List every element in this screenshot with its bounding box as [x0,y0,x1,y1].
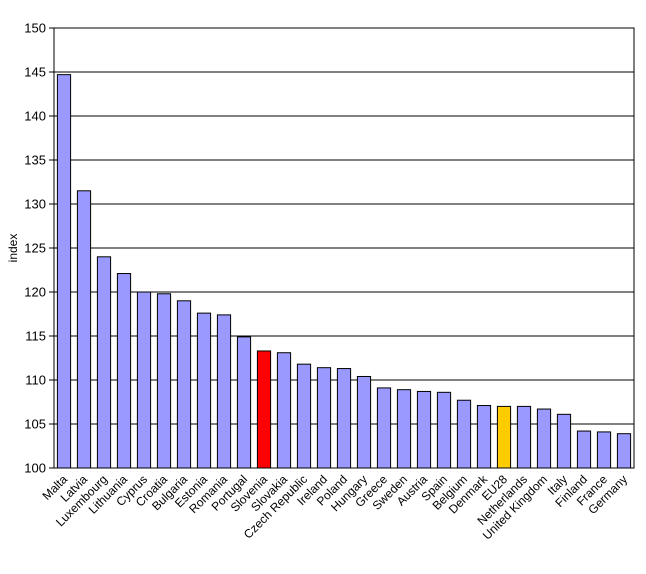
bar-romania [216,314,232,469]
bar-eu28 [496,405,512,469]
bars [56,74,632,469]
y-tick-label: 135 [24,153,46,168]
y-tick-label: 115 [25,329,46,344]
bar-portugal [236,336,252,469]
y-tick-label: 100 [24,461,46,476]
bar-bulgaria [176,300,192,469]
bar-austria [416,390,432,469]
y-tick-label: 150 [24,21,46,36]
x-axis-category-labels: MaltaLatviaLuxembourgLithuaniaCyprusCroa… [39,472,630,543]
bar-finland [576,430,592,469]
bar-italy [556,413,572,469]
bar-united-kingdom [536,408,552,469]
bar-croatia [156,293,172,469]
bar-greece [376,387,392,469]
bar-france [596,431,612,469]
bar-latvia [76,190,92,469]
y-tick-label: 105 [24,417,46,432]
bar-spain [436,391,452,469]
bar-hungary [356,375,372,469]
bar-estonia [196,312,212,469]
bar-belgium [456,399,472,469]
y-axis-title: index [6,234,20,263]
y-tick-label: 130 [24,197,46,212]
bar-lithuania [116,273,132,469]
bar-slovakia [276,352,292,469]
y-tick-label: 125 [24,241,46,256]
bar-malta [56,74,72,469]
y-tick-label: 145 [24,65,46,80]
y-tick-label: 110 [25,373,46,388]
y-tick-label: 120 [24,285,46,300]
y-axis-ticks: 100 105 110 115 120 125 130 135 140 145 150 [24,21,54,476]
y-tick-label: 140 [24,109,46,124]
bar-poland [336,368,352,469]
bar-czech-republic [296,363,312,469]
bar-germany [616,433,632,469]
bar-denmark [476,405,492,469]
bar-netherlands [516,405,532,469]
plot-area-frame [53,27,635,469]
bar-luxembourg [96,256,112,469]
bar-slovenia [256,350,272,469]
bar-ireland [316,367,332,469]
bar-sweden [396,389,412,469]
bar-cyprus [136,291,152,469]
